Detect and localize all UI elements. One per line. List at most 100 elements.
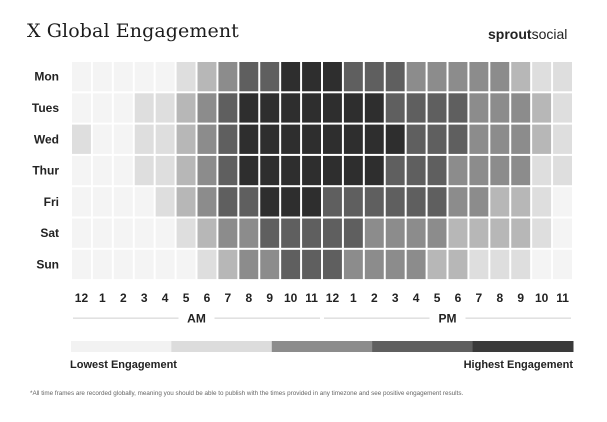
heatmap-cell (134, 249, 154, 280)
heatmap-cell (448, 155, 468, 186)
hour-tick-label: 8 (496, 291, 503, 305)
legend-segment (71, 341, 172, 352)
heatmap-cell (385, 155, 405, 186)
heatmap-cell (176, 155, 196, 186)
hour-tick-label: 7 (225, 291, 232, 305)
heatmap-cell (469, 249, 489, 280)
heatmap-cell (218, 124, 238, 154)
heatmap-cell (72, 218, 91, 248)
heatmap-cell (218, 62, 238, 92)
heatmap-cell (511, 155, 531, 186)
heatmap-cell (239, 187, 259, 217)
heatmap-cell (281, 62, 301, 92)
legend-segment (271, 341, 373, 352)
heatmap-cell (469, 187, 489, 217)
row-label-wed: Wed (34, 132, 59, 146)
heatmap-cell (469, 62, 489, 92)
hour-tick-label: 10 (535, 291, 549, 305)
heatmap-cell (553, 93, 572, 123)
hour-tick-label: 6 (204, 291, 211, 305)
heatmap-cell (197, 93, 217, 123)
heatmap-cell (406, 155, 426, 186)
heatmap-cell (532, 155, 552, 186)
heatmap-cell (176, 124, 196, 154)
heatmap-cell (343, 155, 363, 186)
heatmap-cell (427, 187, 447, 217)
heatmap-cell (553, 249, 572, 280)
heatmap-cell (385, 187, 405, 217)
heatmap-cell (134, 187, 154, 217)
period-label-pm: PM (439, 312, 457, 326)
heatmap-cell (113, 62, 133, 92)
heatmap-cell (302, 187, 321, 217)
heatmap-cell (239, 93, 259, 123)
sprout-social-logo: sproutsocial (488, 26, 567, 42)
heatmap-cell (490, 187, 510, 217)
footnote: *All time frames are recorded globally, … (30, 390, 464, 397)
heatmap-cell (134, 62, 154, 92)
heatmap-cell (553, 187, 572, 217)
heatmap-cell (343, 187, 363, 217)
heatmap-cell (239, 249, 259, 280)
heatmap-cell (176, 93, 196, 123)
heatmap-cell (218, 187, 238, 217)
hour-tick-label: 2 (371, 291, 378, 305)
period-label-am: AM (187, 312, 206, 326)
heatmap-cell (197, 124, 217, 154)
legend-low-label: Lowest Engagement (70, 359, 177, 371)
legend-high-label: Highest Engagement (463, 359, 573, 371)
hour-tick-label: 4 (162, 291, 169, 305)
heatmap-cell (72, 155, 91, 186)
heatmap-cell (490, 218, 510, 248)
row-label-sun: Sun (36, 257, 59, 271)
legend-segment (472, 341, 574, 352)
heatmap-cell (113, 187, 133, 217)
heatmap-cell (155, 249, 175, 280)
heatmap-cell (302, 124, 321, 154)
hour-tick-label: 8 (245, 291, 252, 305)
heatmap-cell (92, 187, 112, 217)
heatmap-cell (281, 155, 301, 186)
heatmap-cell (323, 155, 342, 186)
hour-tick-label: 3 (141, 291, 148, 305)
heatmap-cell (134, 124, 154, 154)
heatmap-cell (427, 249, 447, 280)
heatmap-cell (490, 124, 510, 154)
heatmap-cell (302, 249, 321, 280)
heatmap-cell (218, 249, 238, 280)
heatmap-cell (155, 155, 175, 186)
heatmap-cell (113, 124, 133, 154)
heatmap-cell (511, 249, 531, 280)
heatmap-cell (406, 249, 426, 280)
heatmap-cell (448, 62, 468, 92)
heatmap-cell (364, 93, 384, 123)
heatmap-cell (134, 93, 154, 123)
heatmap-cell (448, 218, 468, 248)
heatmap-cell (343, 93, 363, 123)
heatmap-cell (92, 62, 112, 92)
hour-tick-label: 3 (392, 291, 399, 305)
heatmap-cell (532, 62, 552, 92)
heatmap-cell (427, 93, 447, 123)
heatmap-cell (72, 187, 91, 217)
heatmap-cell (406, 124, 426, 154)
heatmap-cell (385, 93, 405, 123)
heatmap-cell (323, 62, 342, 92)
brand-name-light: social (531, 26, 568, 42)
heatmap-cell (385, 124, 405, 154)
hour-tick-label: 11 (556, 291, 569, 305)
heatmap-cell (469, 93, 489, 123)
heatmap-cell (239, 155, 259, 186)
brand-name-bold: sprout (488, 26, 532, 42)
heatmap-cell (92, 249, 112, 280)
hour-tick-label: 4 (413, 291, 420, 305)
heatmap-cell (323, 93, 342, 123)
heatmap-cell (72, 249, 91, 280)
heatmap-cell (469, 155, 489, 186)
heatmap-cell (176, 249, 196, 280)
heatmap-cell (302, 218, 321, 248)
legend-segment (372, 341, 474, 352)
heatmap-cell (427, 218, 447, 248)
heatmap-cell (134, 218, 154, 248)
heatmap-cell (197, 218, 217, 248)
